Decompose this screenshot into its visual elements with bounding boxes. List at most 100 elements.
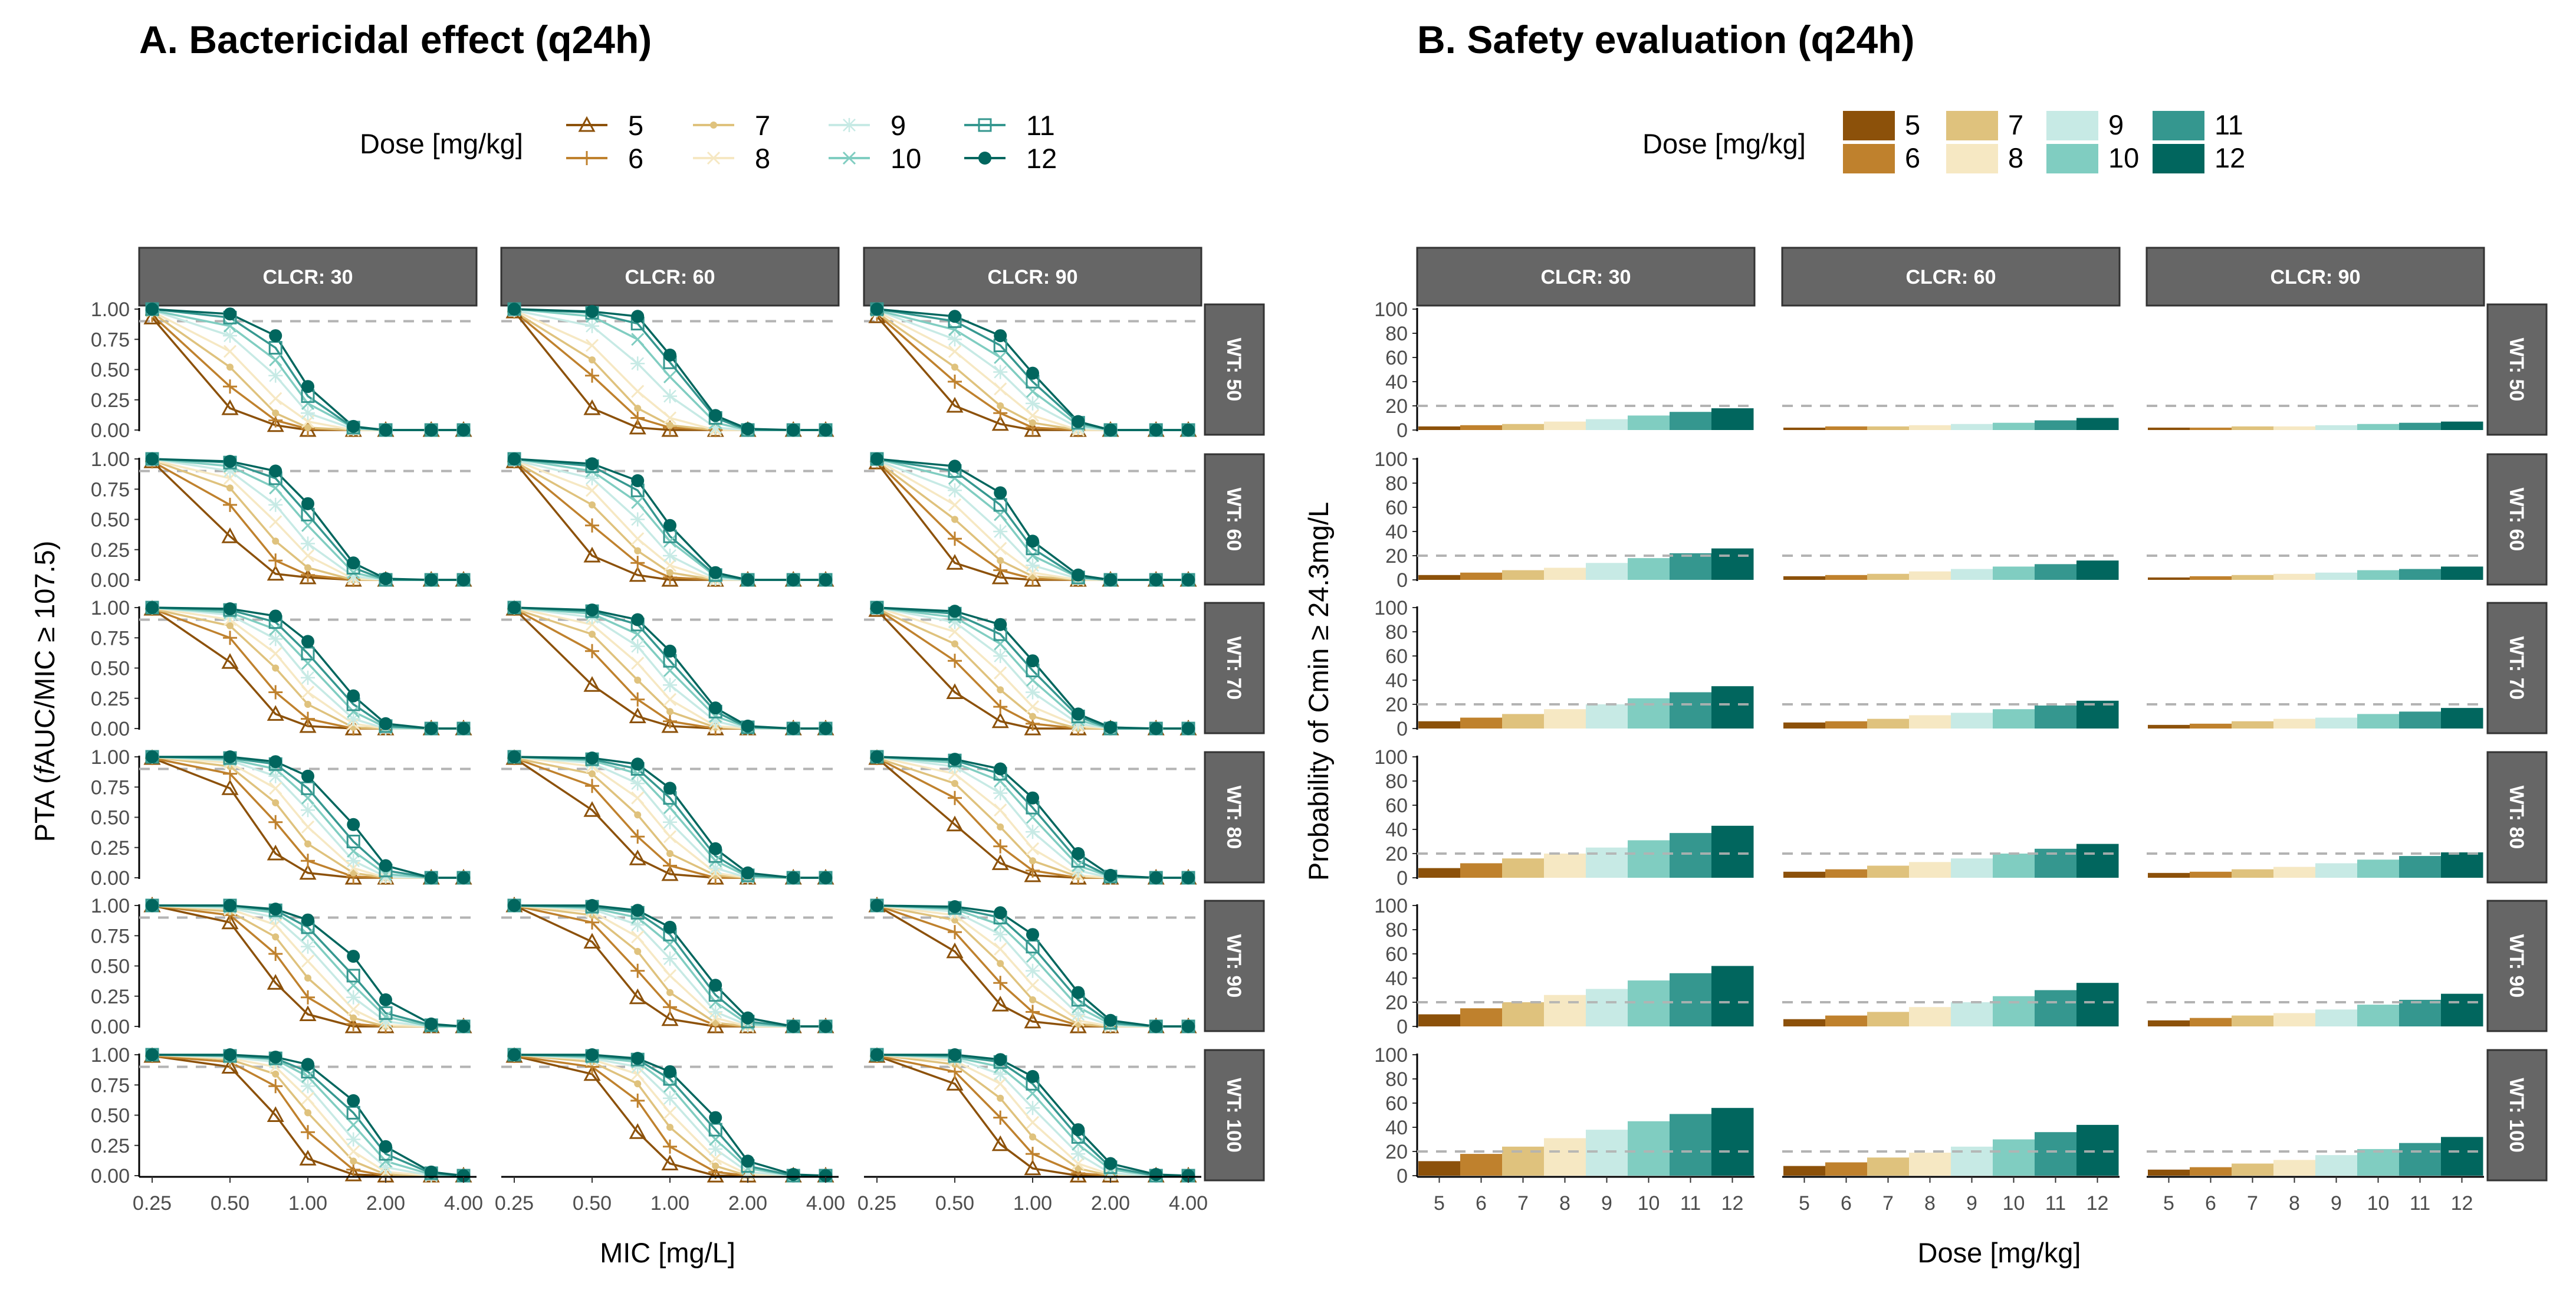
bar bbox=[1711, 1108, 1754, 1176]
data-point bbox=[379, 717, 392, 730]
data-point bbox=[346, 1132, 361, 1147]
facet-panel bbox=[501, 749, 839, 885]
y-tick-label: 80 bbox=[1385, 770, 1408, 793]
bar bbox=[1502, 714, 1545, 729]
data-point bbox=[663, 714, 677, 729]
data-point bbox=[223, 497, 237, 512]
row-strip-label: WT: 100 bbox=[1223, 1078, 1245, 1153]
x-tick-label: 5 bbox=[1434, 1192, 1445, 1215]
data-point bbox=[267, 1106, 284, 1122]
series-line bbox=[876, 606, 1188, 730]
data-point bbox=[631, 310, 645, 323]
bar bbox=[1586, 419, 1628, 430]
data-point bbox=[708, 420, 723, 435]
data-point bbox=[709, 995, 722, 1009]
series-line bbox=[152, 458, 464, 581]
data-point bbox=[991, 1135, 1009, 1151]
data-point bbox=[634, 547, 642, 555]
y-tick-label: 0.25 bbox=[91, 688, 130, 710]
bar bbox=[2273, 867, 2316, 878]
data-point bbox=[221, 653, 239, 669]
data-point bbox=[269, 353, 282, 367]
data-point bbox=[226, 363, 234, 371]
data-point bbox=[221, 913, 239, 930]
data-point bbox=[787, 1020, 800, 1033]
bar bbox=[1670, 1114, 1712, 1176]
data-point bbox=[991, 995, 1009, 1012]
data-point bbox=[663, 920, 676, 934]
row-strip-label: WT: 90 bbox=[2505, 934, 2528, 998]
data-point bbox=[663, 1106, 677, 1120]
data-point bbox=[993, 927, 1008, 942]
data-point bbox=[663, 830, 677, 844]
bar bbox=[2357, 424, 2400, 430]
legend-b-label: 10 bbox=[2108, 142, 2139, 173]
data-point bbox=[301, 854, 315, 868]
x-tick-label: 1.00 bbox=[650, 1192, 689, 1215]
bar bbox=[2441, 852, 2483, 878]
bar bbox=[1951, 713, 1993, 729]
data-point bbox=[1026, 409, 1040, 422]
data-point bbox=[1026, 558, 1040, 573]
data-point bbox=[707, 1166, 724, 1183]
data-point bbox=[226, 484, 234, 492]
data-point bbox=[585, 319, 599, 333]
bar bbox=[1825, 869, 1868, 878]
data-point bbox=[224, 307, 236, 321]
data-point bbox=[666, 421, 673, 429]
x-tick-label: 7 bbox=[1517, 1192, 1529, 1215]
data-point bbox=[948, 460, 961, 473]
data-point bbox=[146, 452, 159, 465]
legend-a-marker bbox=[578, 116, 596, 132]
x-tick-label: 7 bbox=[1882, 1192, 1894, 1215]
x-tick-label: 2.00 bbox=[728, 1192, 767, 1215]
data-point bbox=[946, 683, 964, 699]
series-line bbox=[152, 1054, 464, 1177]
series-line bbox=[876, 608, 1188, 730]
data-point bbox=[629, 1123, 646, 1139]
y-tick-label: 80 bbox=[1385, 1068, 1408, 1091]
data-point bbox=[708, 1141, 723, 1156]
series-line bbox=[876, 606, 1188, 730]
bar bbox=[2441, 993, 2483, 1026]
data-point bbox=[709, 979, 722, 992]
data-point bbox=[634, 1080, 642, 1088]
data-point bbox=[457, 1169, 470, 1182]
data-point bbox=[425, 1165, 438, 1179]
data-point bbox=[301, 1091, 315, 1105]
x-tick-label: 9 bbox=[1601, 1192, 1612, 1215]
y-tick-label: 100 bbox=[1374, 895, 1408, 917]
bar bbox=[2035, 1132, 2077, 1176]
bar bbox=[1711, 686, 1754, 729]
data-point bbox=[346, 569, 361, 583]
data-point bbox=[1182, 722, 1195, 735]
row-strip-label: WT: 80 bbox=[1223, 786, 1245, 849]
row-strip bbox=[2486, 751, 2548, 884]
data-point bbox=[741, 573, 754, 586]
bar bbox=[1825, 426, 1868, 430]
col-strip-label: CLCR: 60 bbox=[1905, 266, 1996, 288]
data-point bbox=[301, 396, 315, 410]
data-point bbox=[991, 712, 1009, 729]
legend-b-label: 8 bbox=[2008, 142, 2023, 173]
row-strip-label: WT: 70 bbox=[2505, 636, 2528, 700]
data-point bbox=[267, 705, 284, 721]
data-point bbox=[586, 1048, 599, 1061]
data-point bbox=[630, 1093, 645, 1108]
bar bbox=[2190, 871, 2232, 878]
data-point bbox=[224, 1048, 236, 1061]
data-point bbox=[143, 309, 161, 324]
bar bbox=[1544, 421, 1586, 430]
bar bbox=[2441, 1137, 2483, 1176]
data-point bbox=[870, 899, 883, 912]
data-point bbox=[819, 424, 832, 437]
data-point bbox=[631, 532, 645, 546]
facet-panel bbox=[1782, 405, 2120, 430]
bar bbox=[2232, 721, 2274, 729]
series-line bbox=[876, 606, 1188, 730]
data-point bbox=[994, 803, 1007, 817]
data-point bbox=[630, 1059, 645, 1074]
data-point bbox=[272, 1070, 280, 1078]
